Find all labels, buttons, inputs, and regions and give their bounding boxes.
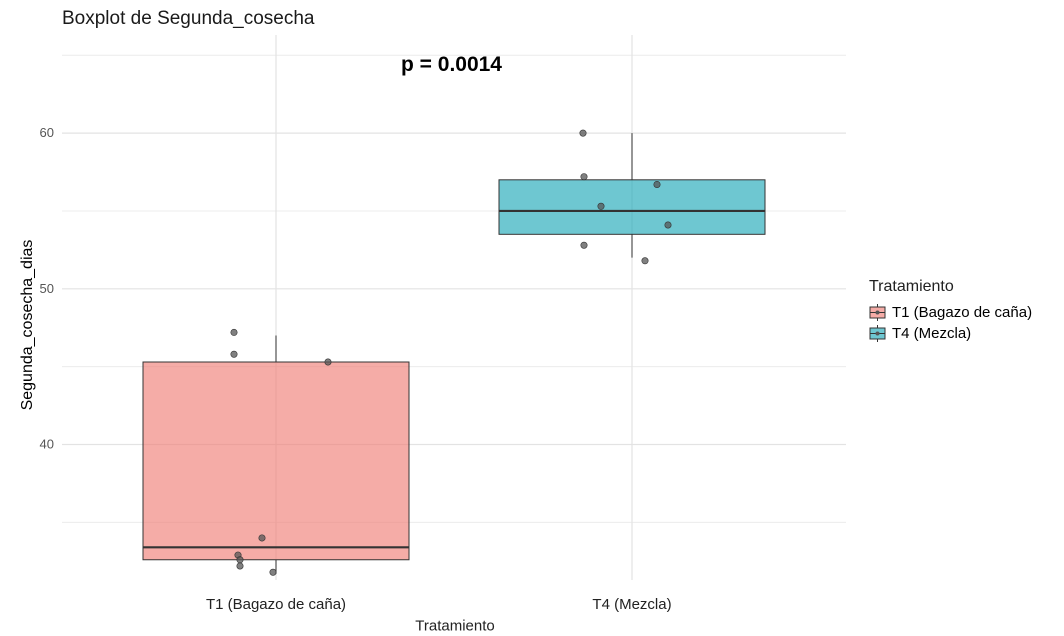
data-points — [230, 129, 672, 576]
legend: Tratamiento T1 (Bagazo de caña) T4 (Mezc… — [869, 278, 1032, 344]
boxes — [142, 133, 766, 574]
data-point — [324, 358, 332, 366]
box-2 — [498, 179, 766, 235]
data-point — [236, 556, 244, 564]
data-point — [269, 568, 277, 576]
legend-key-t1 — [869, 304, 886, 321]
legend-item-t4: T4 (Mezcla) — [869, 323, 1032, 344]
data-point — [641, 257, 649, 265]
data-point — [258, 534, 266, 542]
axis-ticks: 40 50 60 T1 (Bagazo de caña) T4 (Mezcla) — [40, 125, 672, 613]
box-1 — [142, 361, 410, 561]
y-tick-label-50: 50 — [40, 281, 54, 296]
x-tick-label-1: T1 (Bagazo de caña) — [206, 596, 346, 613]
data-point — [653, 180, 661, 188]
data-point — [579, 129, 587, 137]
legend-key-t4 — [869, 325, 886, 342]
legend-label-t1: T1 (Bagazo de caña) — [892, 304, 1033, 321]
data-point — [664, 221, 672, 229]
p-value-annotation: p = 0.0014 — [401, 53, 502, 76]
legend-label-t4: T4 (Mezcla) — [892, 325, 972, 342]
data-point — [580, 241, 588, 249]
legend-title: Tratamiento — [869, 278, 954, 295]
y-axis-label: Segunda_cosecha_dias — [19, 239, 36, 411]
y-tick-label-40: 40 — [40, 437, 54, 452]
legend-item-t1: T1 (Bagazo de caña) — [869, 302, 1032, 323]
x-tick-label-2: T4 (Mezcla) — [592, 596, 671, 613]
data-point — [580, 173, 588, 181]
x-axis-label: Tratamiento — [415, 617, 495, 635]
y-tick-label-60: 60 — [40, 125, 54, 140]
chart-title: Boxplot de Segunda_cosecha — [62, 8, 315, 29]
data-point — [230, 328, 238, 336]
data-point — [230, 350, 238, 358]
data-point — [236, 562, 244, 570]
data-point — [597, 202, 605, 210]
